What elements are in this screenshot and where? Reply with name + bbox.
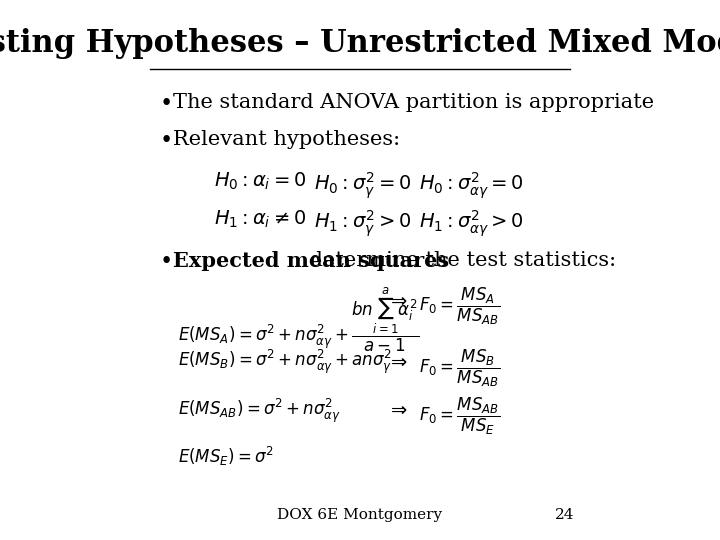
- Text: $H_0 : \sigma_{\alpha\gamma}^2 = 0$: $H_0 : \sigma_{\alpha\gamma}^2 = 0$: [419, 171, 524, 201]
- Text: DOX 6E Montgomery: DOX 6E Montgomery: [277, 509, 443, 523]
- Text: $E(MS_E) = \sigma^2$: $E(MS_E) = \sigma^2$: [178, 444, 274, 468]
- Text: $H_1 : \alpha_i \neq 0$: $H_1 : \alpha_i \neq 0$: [214, 208, 306, 230]
- Text: Relevant hypotheses:: Relevant hypotheses:: [173, 130, 400, 150]
- Text: $E(MS_B) = \sigma^2 + n\sigma_{\alpha\gamma}^2 + an\sigma_\gamma^2$: $E(MS_B) = \sigma^2 + n\sigma_{\alpha\ga…: [178, 348, 392, 376]
- Text: $H_1 : \sigma_\gamma^2 > 0$: $H_1 : \sigma_\gamma^2 > 0$: [315, 208, 412, 239]
- Text: $H_0 : \alpha_i = 0$: $H_0 : \alpha_i = 0$: [214, 171, 306, 192]
- Text: •: •: [159, 251, 173, 273]
- Text: determine the test statistics:: determine the test statistics:: [303, 251, 616, 270]
- Text: $F_0 = \dfrac{MS_B}{MS_{AB}}$: $F_0 = \dfrac{MS_B}{MS_{AB}}$: [419, 348, 500, 389]
- Text: $F_0 = \dfrac{MS_{AB}}{MS_E}$: $F_0 = \dfrac{MS_{AB}}{MS_E}$: [419, 396, 500, 437]
- Text: Expected mean squares: Expected mean squares: [173, 251, 449, 271]
- Text: Testing Hypotheses – Unrestricted Mixed Model: Testing Hypotheses – Unrestricted Mixed …: [0, 28, 720, 59]
- Text: $\Rightarrow$: $\Rightarrow$: [387, 291, 408, 309]
- Text: 24: 24: [555, 509, 575, 523]
- Text: $E(MS_{AB}) = \sigma^2 + n\sigma_{\alpha\gamma}^2$: $E(MS_{AB}) = \sigma^2 + n\sigma_{\alpha…: [178, 396, 341, 424]
- Text: $\Rightarrow$: $\Rightarrow$: [387, 352, 408, 370]
- Text: $F_0 = \dfrac{MS_A}{MS_{AB}}$: $F_0 = \dfrac{MS_A}{MS_{AB}}$: [419, 286, 500, 327]
- Text: $E(MS_A) = \sigma^2 + n\sigma_{\alpha\gamma}^2 + \dfrac{bn\sum_{i=1}^{a}\alpha_i: $E(MS_A) = \sigma^2 + n\sigma_{\alpha\ga…: [178, 286, 418, 354]
- Text: $\Rightarrow$: $\Rightarrow$: [387, 400, 408, 419]
- Text: $H_1 : \sigma_{\alpha\gamma}^2 > 0$: $H_1 : \sigma_{\alpha\gamma}^2 > 0$: [419, 208, 524, 239]
- Text: •: •: [159, 130, 173, 152]
- Text: •: •: [159, 93, 173, 114]
- Text: $H_0 : \sigma_\gamma^2 = 0$: $H_0 : \sigma_\gamma^2 = 0$: [315, 171, 412, 201]
- Text: The standard ANOVA partition is appropriate: The standard ANOVA partition is appropri…: [173, 93, 654, 112]
